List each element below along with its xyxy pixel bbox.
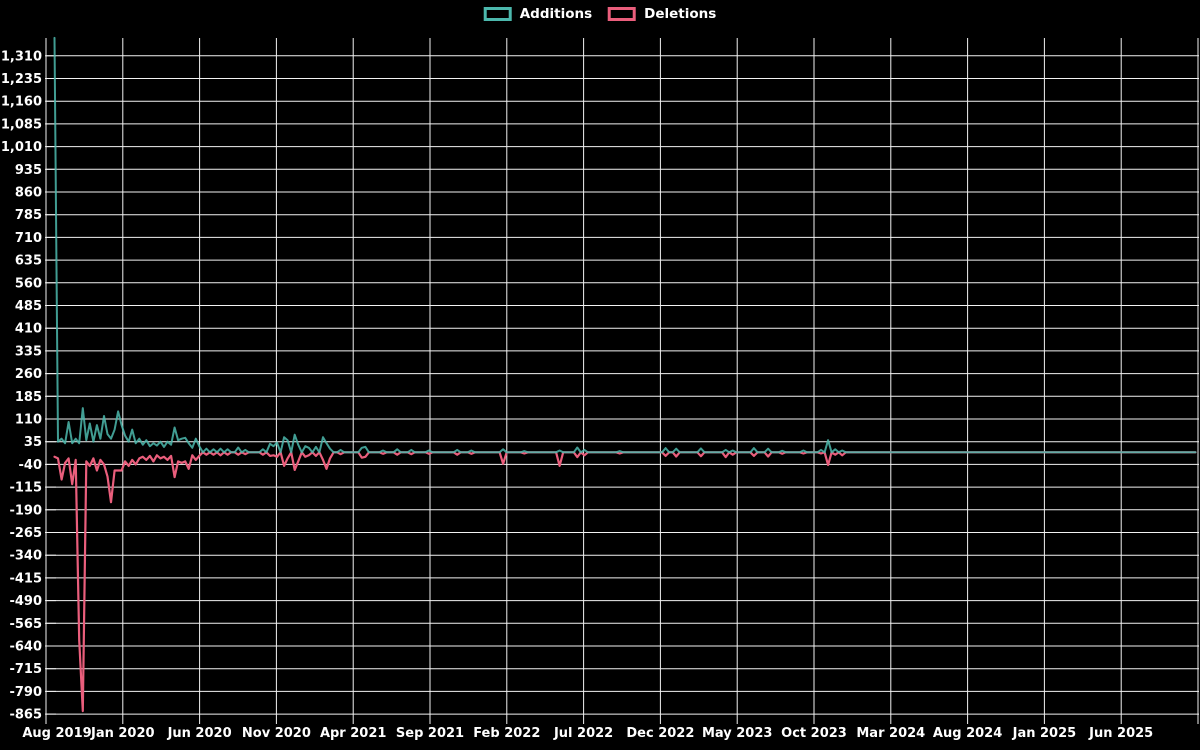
x-tick-label: Jan 2025 (1012, 726, 1077, 741)
y-tick-label: 560 (15, 276, 42, 291)
y-tick-label: -715 (9, 662, 42, 677)
y-tick-label: -340 (9, 549, 42, 564)
y-tick-label: 785 (15, 208, 42, 223)
x-tick-label: Apr 2021 (320, 726, 387, 741)
y-axis-labels: 1,310 1,235 1,160 1,085 1,010 935 860 785 710 635… (1, 49, 42, 722)
deletions-legend-label: Deletions (644, 6, 717, 22)
legend-item-additions[interactable]: Additions (483, 6, 593, 22)
y-tick-label: -115 (9, 481, 42, 496)
x-tick-label: Nov 2020 (242, 726, 311, 741)
y-tick-label: 635 (15, 254, 42, 269)
deletions-swatch-icon (608, 7, 637, 21)
x-tick-label: Mar 2024 (856, 726, 925, 741)
y-tick-label: -490 (9, 594, 42, 609)
additions-legend-label: Additions (519, 6, 593, 22)
x-tick-label: Feb 2022 (473, 726, 540, 741)
x-tick-label: Sep 2021 (396, 726, 464, 741)
x-tick-label: Aug 2024 (933, 726, 1002, 741)
y-tick-label: 35 (24, 435, 42, 450)
y-tick-label: 1,235 (1, 72, 42, 87)
y-tick-label: 185 (15, 390, 42, 405)
additions-swatch-icon (483, 7, 512, 21)
y-tick-label: 1,010 (1, 140, 42, 155)
y-tick-label: 485 (15, 299, 42, 314)
y-tick-label: 335 (15, 344, 42, 359)
grid (45, 38, 1199, 724)
y-tick-label: -865 (9, 708, 42, 723)
y-tick-label: 260 (15, 367, 42, 382)
y-tick-label: 935 (15, 163, 42, 178)
y-tick-label: 410 (15, 322, 42, 337)
x-tick-label: Jun 2020 (167, 726, 232, 741)
y-tick-label: -565 (9, 617, 42, 632)
x-tick-label: Oct 2023 (781, 726, 847, 741)
y-tick-label: 710 (15, 231, 42, 246)
y-tick-label: -40 (19, 458, 43, 473)
y-tick-label: -265 (9, 526, 42, 541)
x-axis-labels: Aug 2019 Jan 2020 Jun 2020 Nov 2020 Apr 2021… (22, 726, 1153, 741)
x-tick-label: Dec 2022 (626, 726, 694, 741)
y-tick-label: 110 (15, 413, 42, 428)
x-tick-label: Jan 2020 (90, 726, 155, 741)
y-tick-label: -190 (9, 503, 42, 518)
y-tick-label: 1,160 (1, 95, 42, 110)
deletions-line (53, 451, 1197, 713)
legend-item-deletions[interactable]: Deletions (608, 6, 716, 22)
y-tick-label: -640 (9, 640, 42, 655)
y-tick-label: 860 (15, 186, 42, 201)
y-tick-label: -415 (9, 571, 42, 586)
x-tick-label: Jul 2022 (553, 726, 613, 741)
y-tick-label: 1,085 (1, 117, 42, 132)
x-tick-label: Aug 2019 (22, 726, 91, 741)
y-tick-label: 1,310 (1, 49, 42, 64)
chart-legend: Additions Deletions (483, 6, 716, 22)
additions-line (53, 36, 1197, 454)
x-tick-label: May 2023 (702, 726, 773, 741)
y-tick-label: -790 (9, 685, 42, 700)
x-tick-label: Jun 2025 (1088, 726, 1153, 741)
